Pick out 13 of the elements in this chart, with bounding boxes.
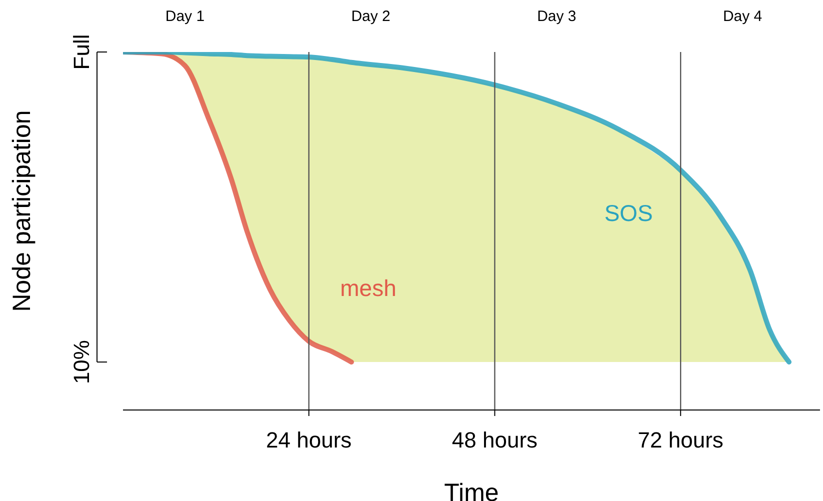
y-axis-title: Node participation [8,110,36,312]
text: Day 4 [722,8,762,25]
text: Day 2 [351,8,390,25]
text: Day 3 [537,8,576,25]
x-axis-title: Time [444,479,499,501]
x-tick-label: 72 hours [638,428,724,453]
x-tick-label: 24 hours [266,428,352,453]
text: Day 1 [165,8,205,25]
series-label: SOS [604,200,653,226]
x-tick-label: 48 hours [452,428,538,453]
text: mesh [340,274,396,301]
text: Full [69,34,94,70]
text: 10% [69,340,94,384]
